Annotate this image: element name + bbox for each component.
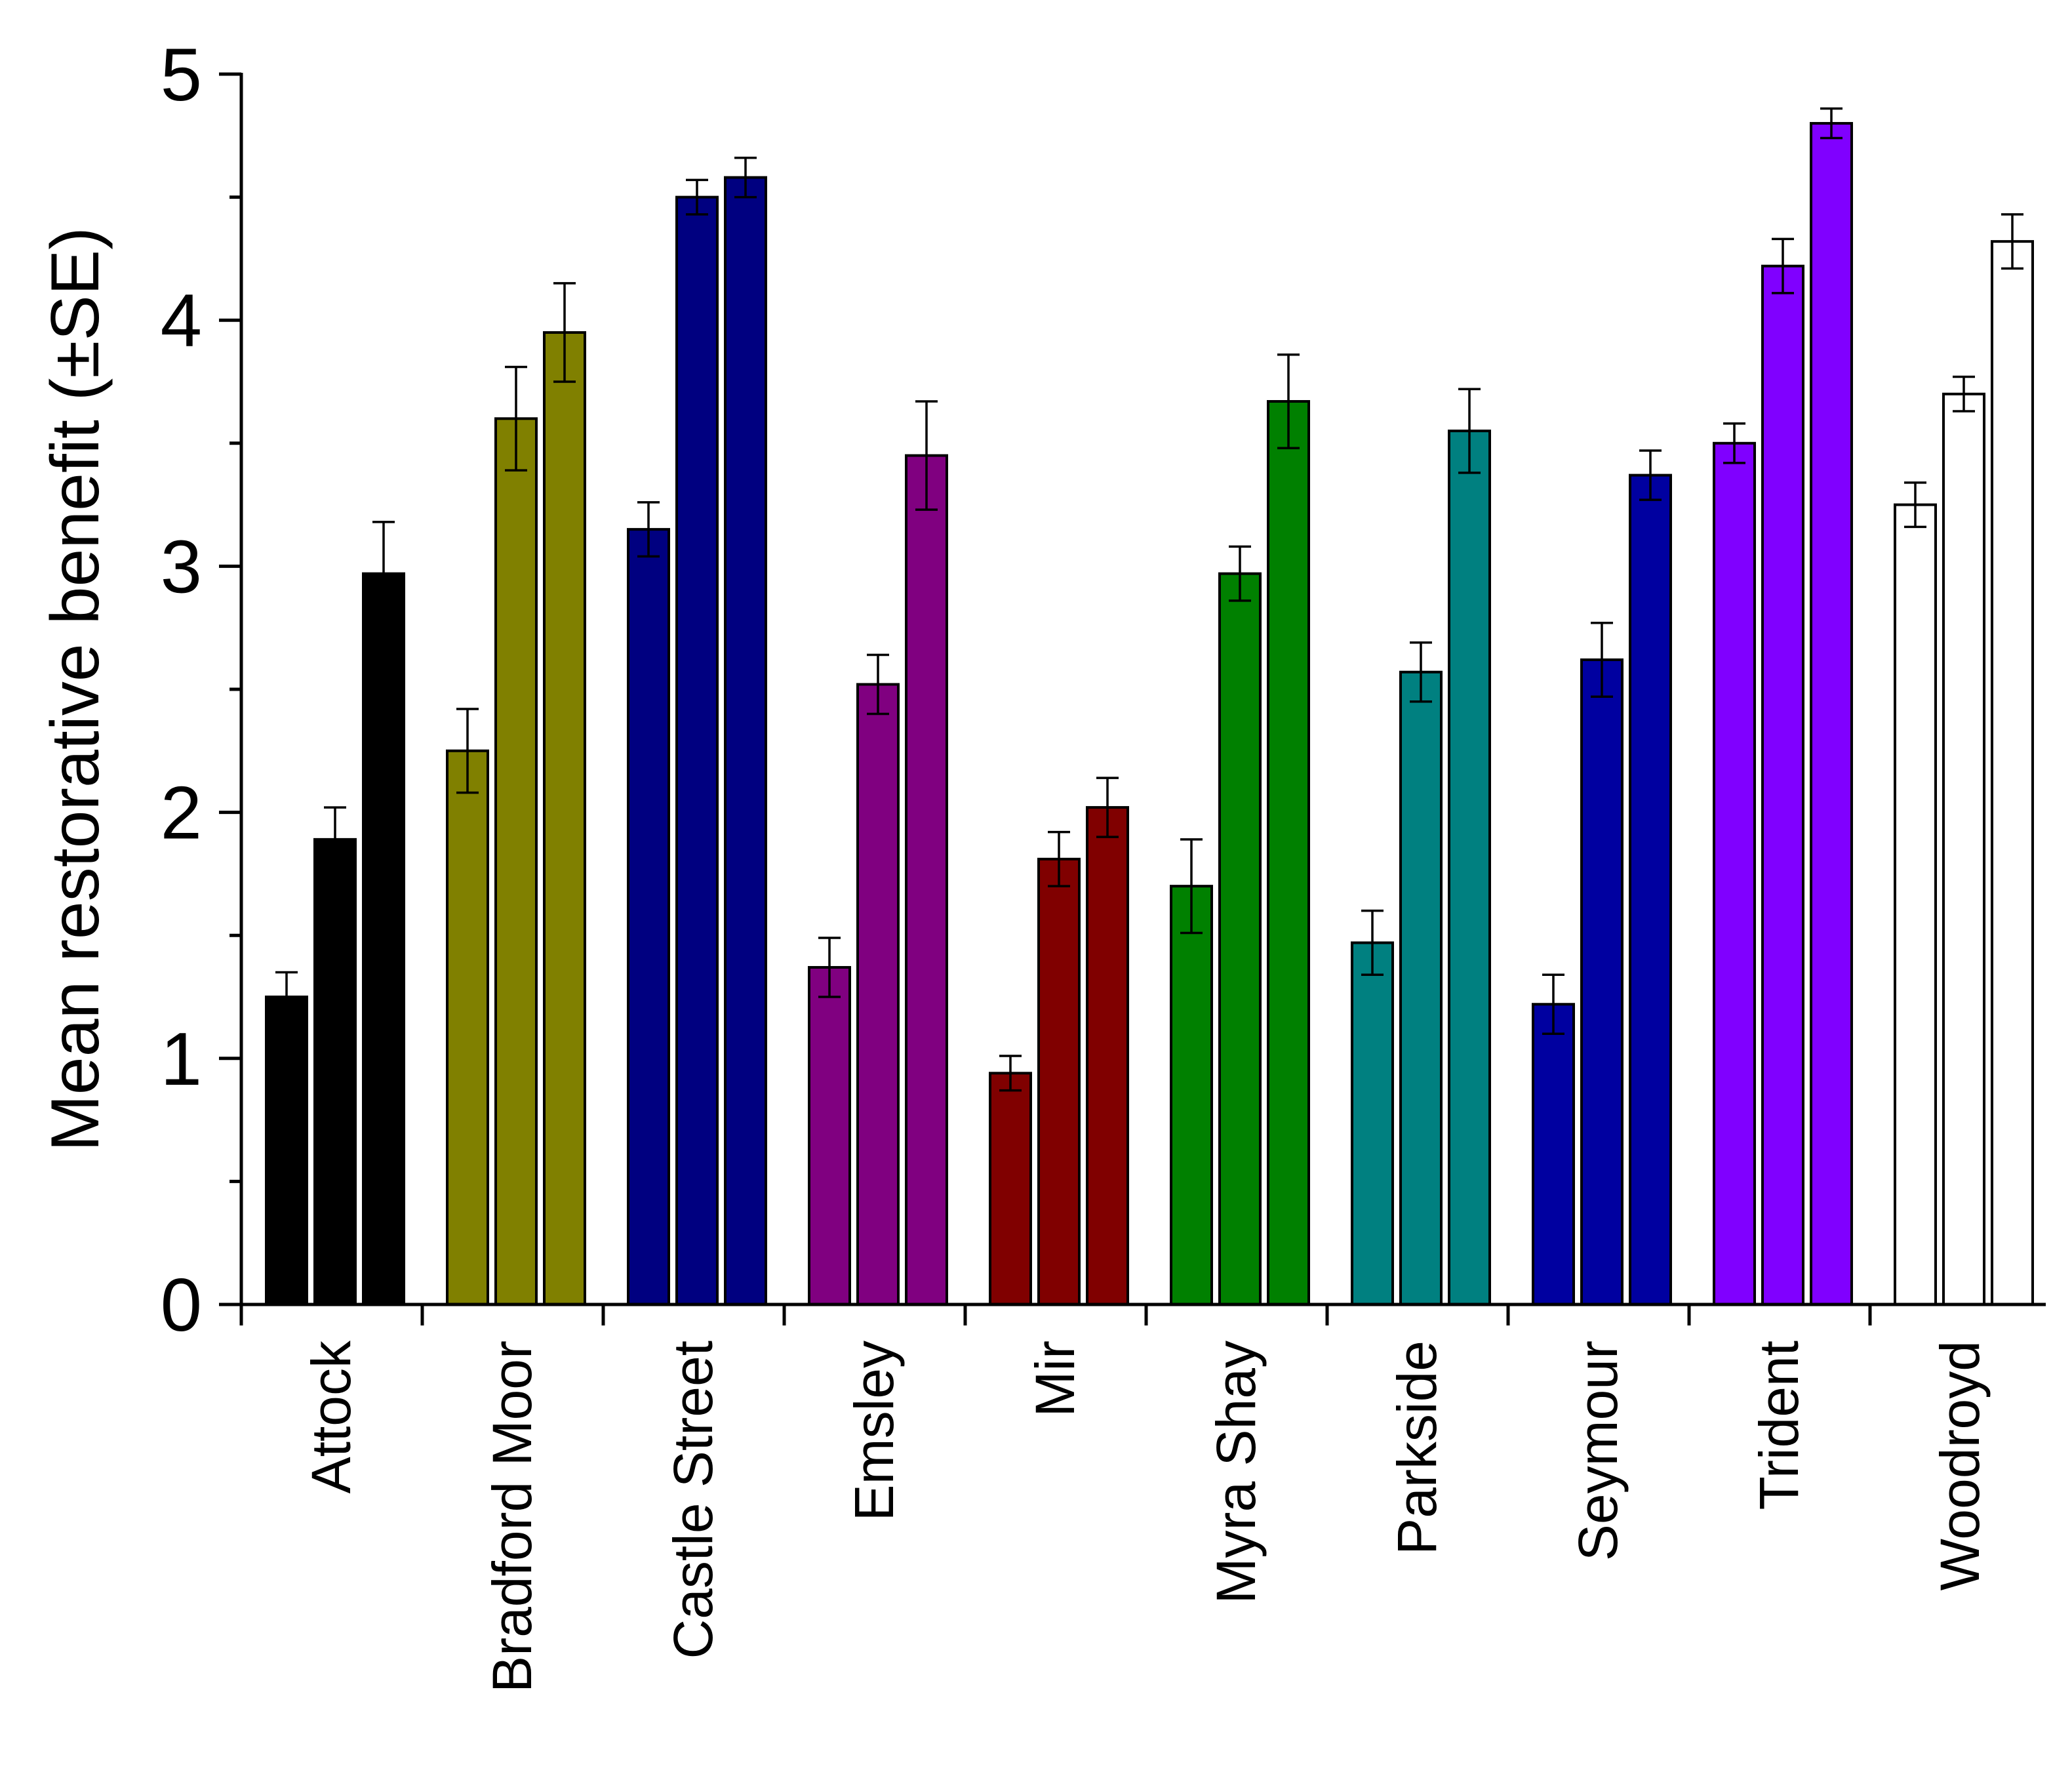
x-category-label: Mir [1024,1341,1086,1417]
error-bar [867,653,889,716]
y-tick-label: 2 [161,772,202,855]
bar [446,749,489,1306]
x-ticks [239,1304,1872,1325]
bar [1037,857,1081,1306]
error-bar [1591,621,1613,698]
error-bar [1229,545,1251,602]
bar [1894,503,1937,1306]
error-bar [1542,973,1564,1036]
error-bar [818,937,841,998]
error-bar [324,806,346,873]
bar [675,195,719,1306]
error-bar [637,501,660,558]
bar [265,996,308,1306]
bar [1399,670,1443,1306]
error-bar [1639,449,1662,501]
y-axis-title: Mean restorative benefit (±SE) [37,227,113,1152]
error-bar [1458,388,1481,474]
y-ticks: 0 1 2 3 4 5 [161,33,241,1347]
bar [1629,474,1672,1306]
bar [1810,122,1853,1306]
y-tick-label: 1 [161,1018,202,1101]
x-category-label: Seymour [1567,1341,1629,1561]
x-category-label: Parkside [1386,1341,1448,1555]
bar [1532,1003,1575,1306]
bar [989,1072,1032,1306]
error-bar [734,156,757,199]
x-category-label: Attock [300,1340,362,1493]
error-bar [1410,641,1432,703]
error-bar [1772,237,1794,294]
bar [1713,441,1756,1306]
x-category-label: Myra Shay [1205,1341,1267,1604]
bar [1218,572,1262,1306]
bar [724,176,767,1306]
bar [313,838,357,1306]
error-bar [456,708,479,794]
error-bar [1953,375,1975,413]
bar [1351,941,1394,1306]
error-bars-layer [275,107,2023,1092]
bar [808,965,851,1306]
error-bar [1277,353,1300,450]
error-bar [1361,909,1384,976]
error-bar [686,178,708,216]
y-tick-label: 0 [161,1264,202,1347]
bar [362,572,405,1306]
error-bar [1048,830,1070,887]
error-bar [999,1055,1022,1092]
category-labels: Attock Bradford Moor Castle Street Emsley Mi… [300,1340,1991,1693]
error-bar [915,400,938,511]
error-bar [1723,422,1745,464]
error-bar [1820,107,1843,140]
bar [856,683,900,1306]
error-bar [1180,838,1203,935]
bar [1086,806,1129,1306]
bar [1580,658,1624,1306]
x-category-label: Woodroyd [1929,1341,1991,1590]
error-bar [553,282,576,383]
y-tick-label: 4 [161,279,202,363]
error-bar [2001,213,2023,270]
bar [494,417,538,1306]
bar [1761,264,1804,1306]
bar [1991,240,2034,1306]
x-category-label: Castle Street [662,1341,724,1659]
bar [543,331,586,1306]
error-bar [505,365,527,472]
bar [1267,400,1310,1306]
error-bar [372,521,395,627]
bar [1448,430,1491,1306]
error-bar [1096,777,1119,838]
y-tick-label: 3 [161,525,202,609]
bar [1942,392,1985,1306]
error-bar [1904,481,1926,529]
bars-layer [265,122,2034,1306]
bar [1170,885,1213,1306]
x-category-label: Trident [1748,1341,1810,1510]
bar [905,454,948,1306]
y-tick-label: 5 [161,33,202,117]
bar [627,528,670,1306]
x-category-label: Emsley [843,1341,905,1521]
x-category-label: Bradford Moor [481,1341,543,1693]
error-bar [275,971,298,1023]
